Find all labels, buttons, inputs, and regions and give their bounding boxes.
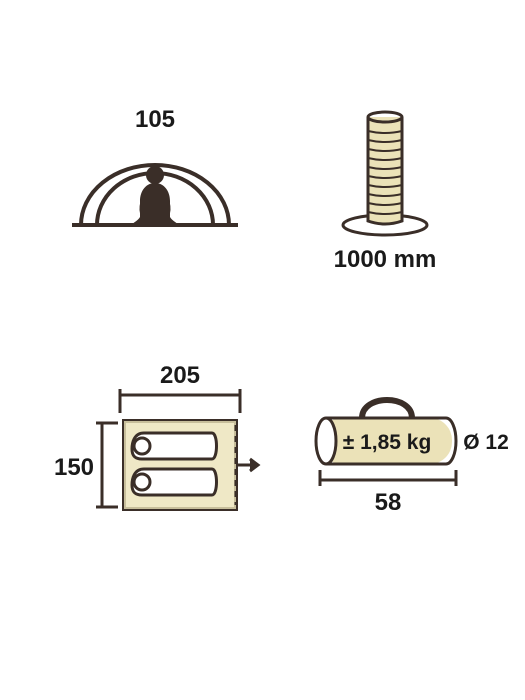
footprint-depth-dim [96,423,118,507]
pack-length-dim [320,470,456,486]
tent-height-panel: 105 [60,105,250,255]
pack-svg: ± 1,85 kg Ø 12 58 [290,370,510,550]
pack-panel: ± 1,85 kg Ø 12 58 [290,370,510,550]
sleeping-bag-2 [132,469,217,495]
tent-height-svg: 105 [60,105,250,255]
waterproof-svg: 1000 mm [300,95,470,285]
footprint-svg: 205 150 [40,355,270,555]
pack-length-label: 58 [375,489,402,516]
footprint-width-dim [120,389,240,413]
waterproof-label: 1000 mm [334,246,437,273]
sleeping-bag-1 [132,433,217,459]
pack-handle-icon [362,400,412,418]
pack-diameter-label: Ø 12 [463,431,509,454]
footprint-width-label: 205 [160,362,200,389]
waterproof-panel: 1000 mm [300,95,470,285]
pack-weight-label: ± 1,85 kg [343,431,432,454]
footprint-depth-label: 150 [54,454,94,481]
spec-infographic: 105 [0,0,525,700]
pack-end-left [316,418,336,464]
footprint-arrow-icon [238,459,258,471]
footprint-panel: 205 150 [40,355,270,555]
tent-height-label: 105 [135,106,175,133]
